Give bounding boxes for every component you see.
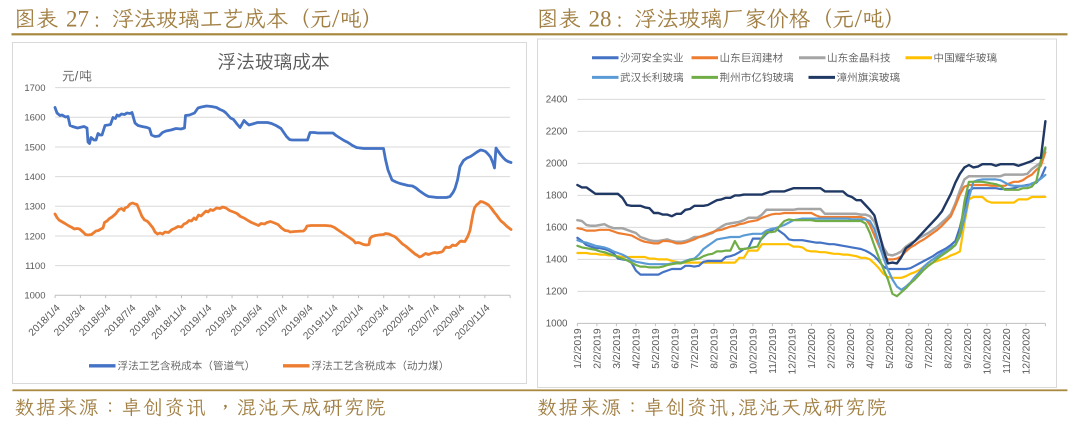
svg-text:12/2/2020: 12/2/2020 xyxy=(1022,328,1033,374)
svg-text:5/2/2019: 5/2/2019 xyxy=(651,328,662,369)
svg-text:1500: 1500 xyxy=(24,142,45,153)
svg-text:4/2/2020: 4/2/2020 xyxy=(866,328,877,369)
svg-text:8/2/2020: 8/2/2020 xyxy=(944,328,955,369)
svg-text:2400: 2400 xyxy=(546,95,568,106)
svg-text:1700: 1700 xyxy=(24,83,45,94)
svg-text:1400: 1400 xyxy=(24,172,45,183)
svg-text:2000: 2000 xyxy=(546,159,568,170)
svg-text:6/2/2020: 6/2/2020 xyxy=(905,328,916,369)
svg-text:12/2/2019: 12/2/2019 xyxy=(788,328,799,374)
svg-text:11/2/2020: 11/2/2020 xyxy=(1002,328,1013,374)
svg-text:1000: 1000 xyxy=(546,319,568,330)
svg-text:27: 27 xyxy=(66,6,89,31)
svg-text:8/2/2019: 8/2/2019 xyxy=(710,328,721,369)
svg-text:2200: 2200 xyxy=(546,127,568,138)
svg-text:10/2/2019: 10/2/2019 xyxy=(749,328,760,374)
svg-text:9/2/2019: 9/2/2019 xyxy=(729,328,740,369)
svg-text:3/2/2019: 3/2/2019 xyxy=(612,328,623,369)
svg-text:28: 28 xyxy=(589,6,612,31)
svg-text:11/2/2019: 11/2/2019 xyxy=(768,328,779,374)
svg-text:4/2/2019: 4/2/2019 xyxy=(632,328,643,369)
svg-text:1200: 1200 xyxy=(24,231,45,242)
svg-text:6/2/2019: 6/2/2019 xyxy=(671,328,682,369)
svg-text:10/2/2020: 10/2/2020 xyxy=(983,328,994,374)
svg-text:1/2/2020: 1/2/2020 xyxy=(807,328,818,369)
svg-text:9/2/2020: 9/2/2020 xyxy=(963,328,974,369)
svg-text:1600: 1600 xyxy=(546,223,568,234)
svg-text:3/2/2020: 3/2/2020 xyxy=(846,328,857,369)
svg-text:1400: 1400 xyxy=(546,255,568,266)
svg-text:5/2/2020: 5/2/2020 xyxy=(885,328,896,369)
svg-text:2/2/2020: 2/2/2020 xyxy=(827,328,838,369)
svg-text:1800: 1800 xyxy=(546,191,568,202)
svg-text:7/2/2020: 7/2/2020 xyxy=(924,328,935,369)
svg-text:1000: 1000 xyxy=(24,291,45,302)
svg-text:1/2/2019: 1/2/2019 xyxy=(573,328,584,369)
svg-text:1300: 1300 xyxy=(24,202,45,213)
svg-text:2/2/2019: 2/2/2019 xyxy=(593,328,604,369)
svg-text:1600: 1600 xyxy=(24,113,45,124)
svg-text:7/2/2019: 7/2/2019 xyxy=(690,328,701,369)
svg-text:1200: 1200 xyxy=(546,287,568,298)
svg-text:1100: 1100 xyxy=(25,261,45,272)
svg-text:/: / xyxy=(75,70,79,84)
